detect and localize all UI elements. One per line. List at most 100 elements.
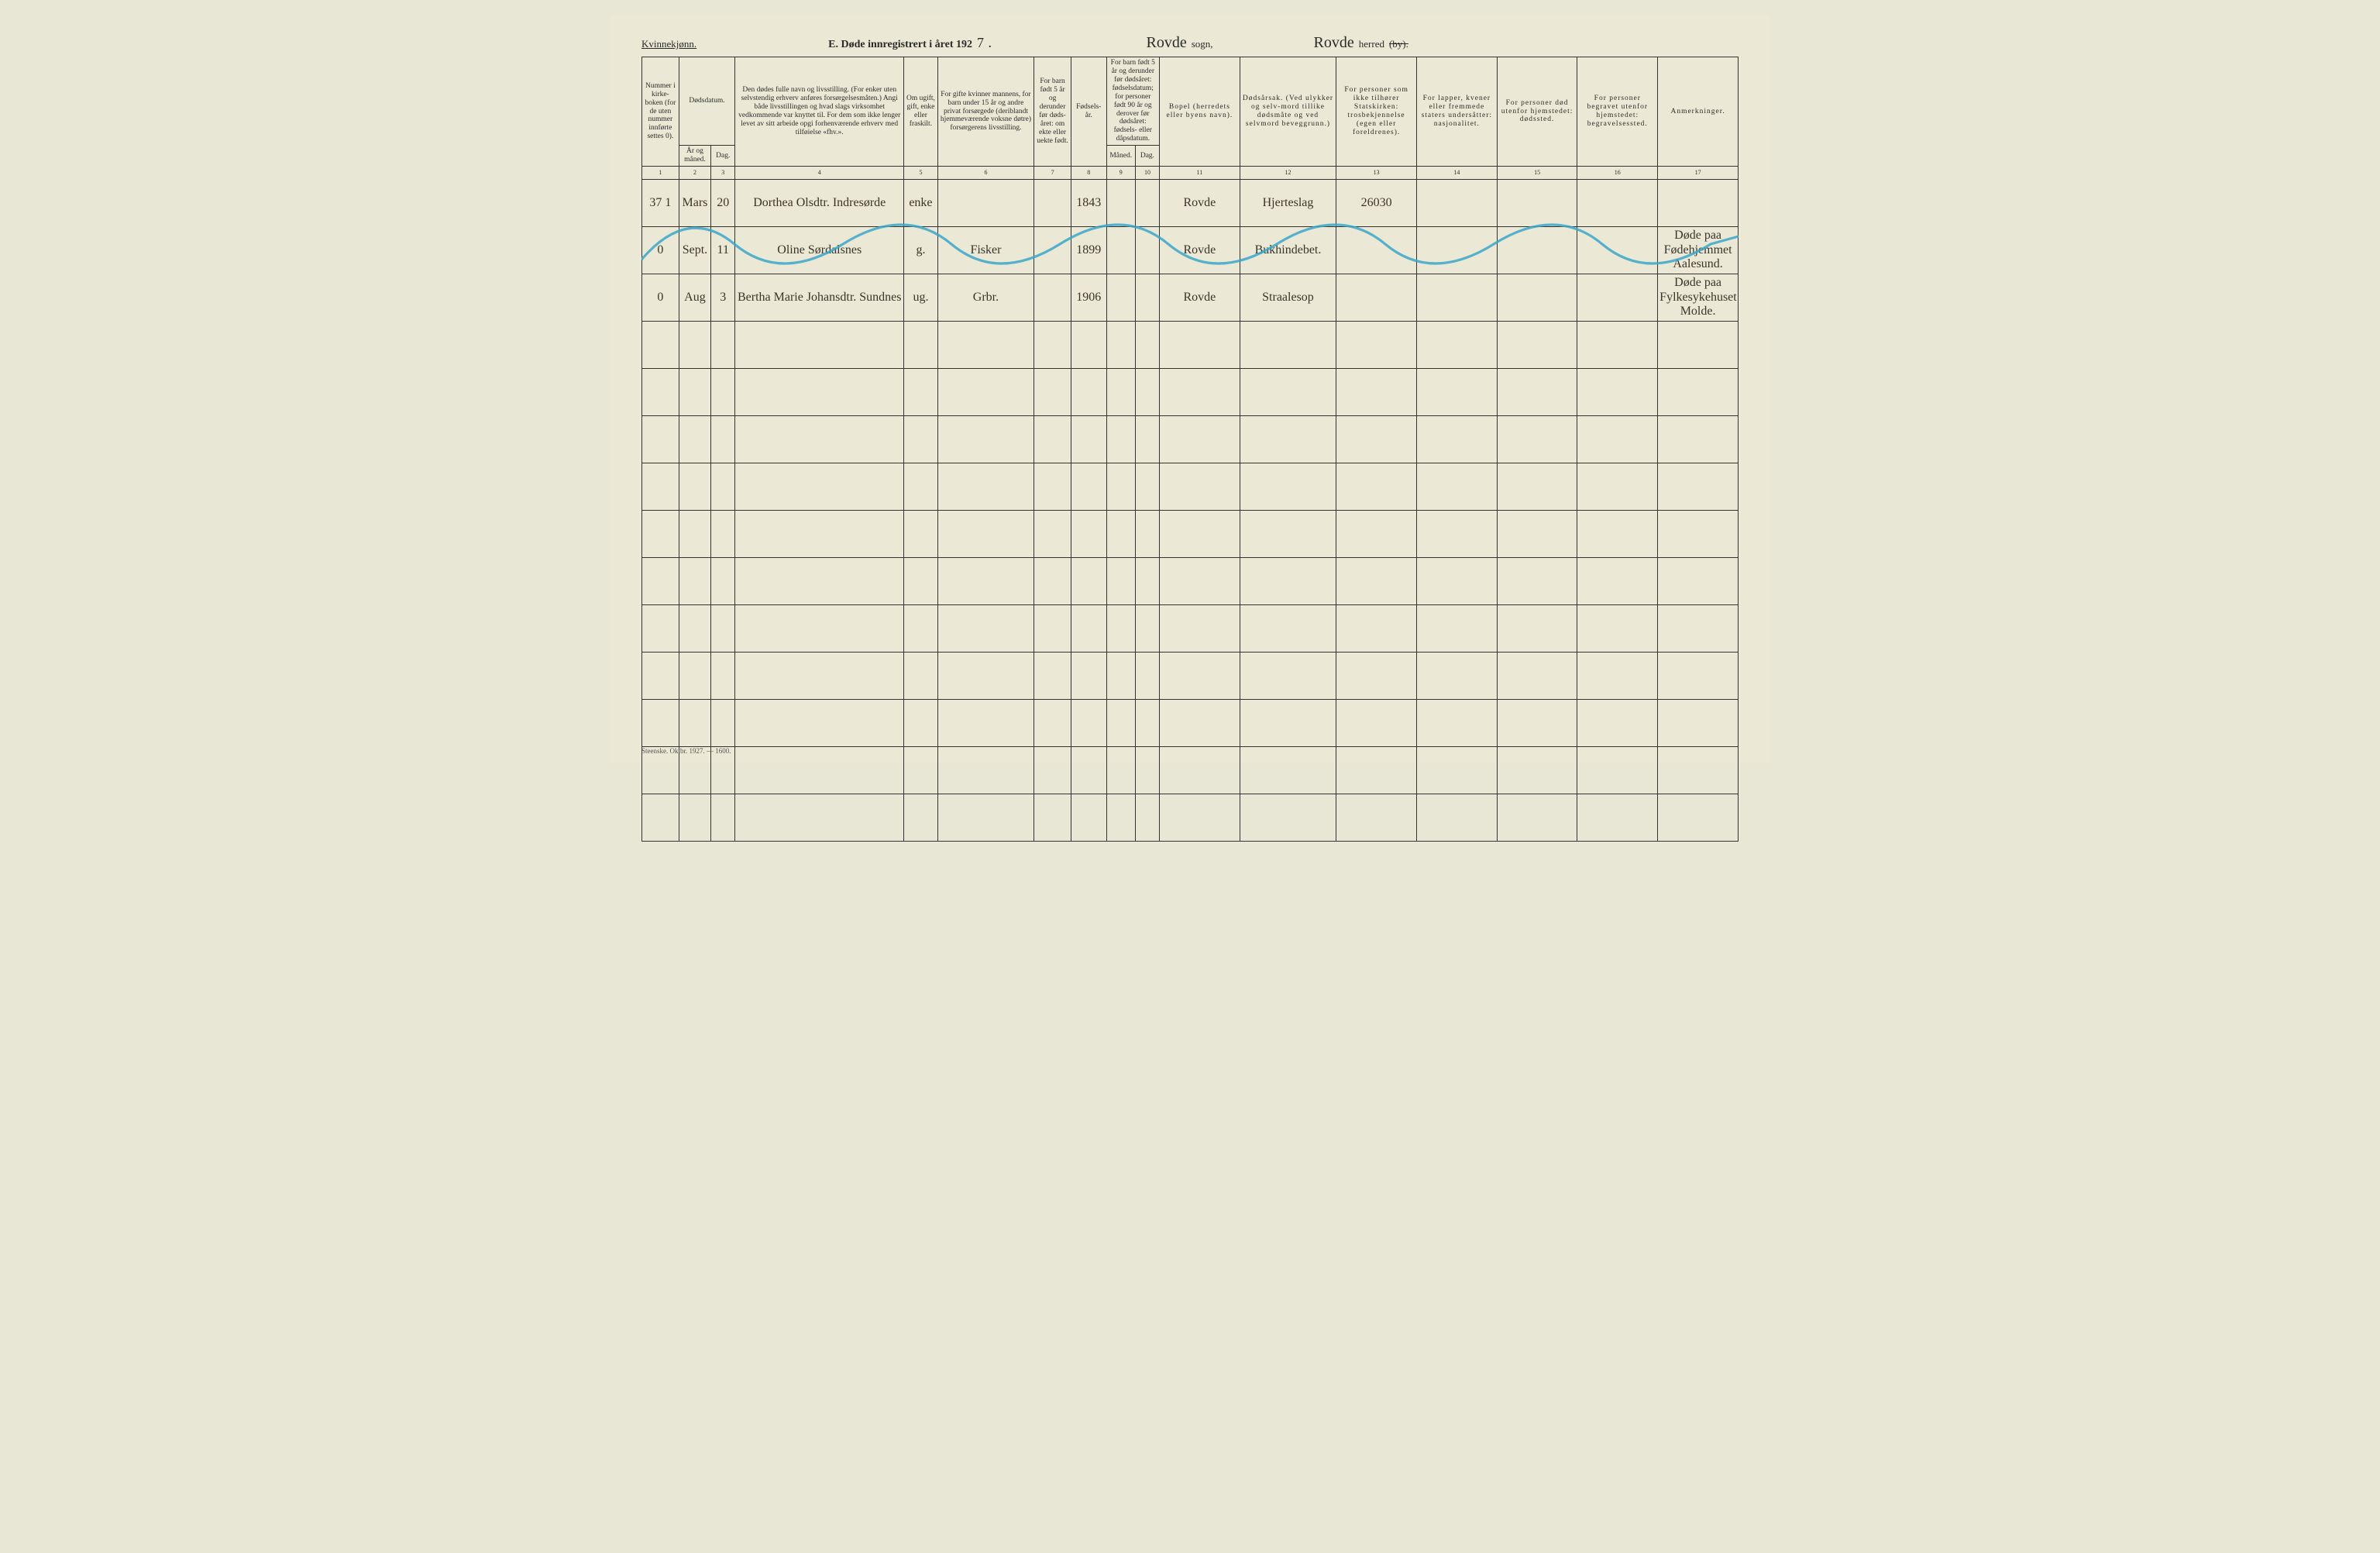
table-row: 0Sept.11Oline Sørdalsnesg.Fisker1899Rovd…: [642, 227, 1739, 274]
cell: [1135, 558, 1159, 605]
cell: [1497, 322, 1577, 369]
cell: [904, 511, 938, 558]
cell: [1240, 747, 1336, 794]
cell: [1240, 369, 1336, 416]
cell: [711, 463, 735, 511]
cell: 1843: [1071, 180, 1106, 227]
title-year-digit: 7: [977, 35, 984, 51]
ledger-table: Nummer i kirke-boken (for de uten nummer…: [641, 57, 1739, 842]
cell: Dorthea Olsdtr. Indresørde: [735, 180, 904, 227]
cell: [1577, 653, 1658, 700]
cell: [1034, 511, 1071, 558]
table-row: [642, 747, 1739, 794]
cell: [679, 700, 710, 747]
cell: [735, 747, 904, 794]
col-11-head: Bopel (herredets eller byens navn).: [1160, 57, 1240, 167]
cell: [1034, 227, 1071, 274]
cell: [1416, 369, 1497, 416]
cell: [937, 794, 1034, 842]
cell: [904, 416, 938, 463]
cell: [735, 653, 904, 700]
cell: [937, 747, 1034, 794]
cell: [735, 463, 904, 511]
cell: [937, 605, 1034, 653]
table-row: [642, 605, 1739, 653]
cell: [1336, 700, 1417, 747]
cell: [1135, 747, 1159, 794]
cell: [1577, 511, 1658, 558]
cell: [679, 653, 710, 700]
cell: [1658, 653, 1739, 700]
data-body: 37 1Mars20Dorthea Olsdtr. Indresørdeenke…: [642, 180, 1739, 322]
cell: 1899: [1071, 227, 1106, 274]
cell: [1658, 180, 1739, 227]
cell: [1577, 605, 1658, 653]
col-9-top: For barn født 5 år og derunder før dødså…: [1106, 57, 1159, 146]
cell: [1658, 416, 1739, 463]
cell: [1135, 511, 1159, 558]
col-6-head: For gifte kvinner mannens, for barn unde…: [937, 57, 1034, 167]
col-2b-head: Dag.: [711, 146, 735, 167]
cell: [1497, 274, 1577, 322]
cell: [735, 416, 904, 463]
colnum: 2: [679, 167, 710, 180]
cell: [1160, 558, 1240, 605]
cell: [1034, 322, 1071, 369]
cell: [1071, 463, 1106, 511]
cell: [1135, 322, 1159, 369]
cell: [1071, 416, 1106, 463]
cell: [1416, 416, 1497, 463]
cell: [1577, 227, 1658, 274]
colnum: 6: [937, 167, 1034, 180]
cell: [679, 463, 710, 511]
cell: [1160, 747, 1240, 794]
cell: Sept.: [679, 227, 710, 274]
col-17-head: Anmerkninger.: [1658, 57, 1739, 167]
cell: [711, 416, 735, 463]
column-number-row: 1 2 3 4 5 6 7 8 9 10 11 12 13 14 15 16 1…: [642, 167, 1739, 180]
cell: [1416, 274, 1497, 322]
cell: [1034, 180, 1071, 227]
cell: [1577, 700, 1658, 747]
page-title: E. Døde innregistrert i året 192 7 .: [828, 35, 991, 51]
colnum: 7: [1034, 167, 1071, 180]
cell: [1034, 369, 1071, 416]
cell: [1336, 322, 1417, 369]
cell: [1416, 463, 1497, 511]
cell: [937, 322, 1034, 369]
cell: [711, 558, 735, 605]
printer-footer: Steenske. Oktbr. 1927. — 1600.: [641, 747, 731, 755]
cell: [1497, 227, 1577, 274]
col-1-head: Nummer i kirke-boken (for de uten nummer…: [642, 57, 679, 167]
cell: 3: [711, 274, 735, 322]
cell: [937, 558, 1034, 605]
cell: [1416, 747, 1497, 794]
cell: [904, 463, 938, 511]
cell: [1106, 274, 1135, 322]
cell: [1071, 322, 1106, 369]
col-2a-head: År og måned.: [679, 146, 710, 167]
table-row: [642, 463, 1739, 511]
cell: [711, 369, 735, 416]
table-row: 0Aug3Bertha Marie Johansdtr. Sundnesug.G…: [642, 274, 1739, 322]
cell: [1497, 653, 1577, 700]
cell: [1658, 511, 1739, 558]
cell: [1416, 794, 1497, 842]
cell: [1071, 605, 1106, 653]
cell: [1658, 605, 1739, 653]
colnum: 13: [1336, 167, 1417, 180]
cell: [1497, 463, 1577, 511]
cell: [1416, 511, 1497, 558]
table-row: [642, 416, 1739, 463]
cell: Oline Sørdalsnes: [735, 227, 904, 274]
cell: [1336, 558, 1417, 605]
cell: [642, 322, 679, 369]
cell: ug.: [904, 274, 938, 322]
cell: [735, 558, 904, 605]
cell: [1135, 180, 1159, 227]
cell: [1497, 700, 1577, 747]
cell: [1240, 416, 1336, 463]
cell: [1106, 322, 1135, 369]
cell: [1240, 463, 1336, 511]
title-prefix: E. Døde innregistrert i året 192: [828, 39, 972, 51]
